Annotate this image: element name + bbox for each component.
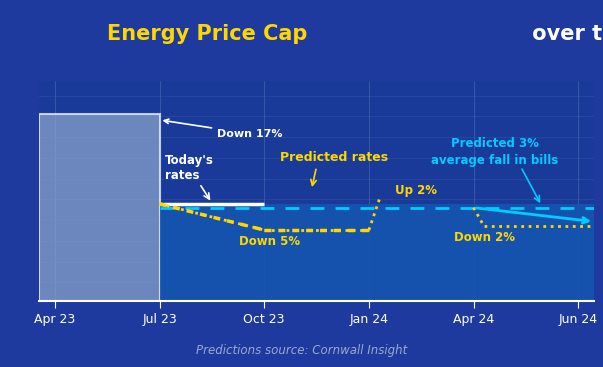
Bar: [39, 115, 160, 301]
Text: Predicted 3%
average fall in bills: Predicted 3% average fall in bills: [431, 137, 558, 167]
Text: Energy Price Cap: Energy Price Cap: [107, 24, 308, 44]
Text: Down 2%: Down 2%: [453, 231, 514, 244]
Text: Today's
rates: Today's rates: [165, 153, 213, 182]
Text: Up 2%: Up 2%: [395, 184, 437, 197]
Text: Predictions source: Cornwall Insight: Predictions source: Cornwall Insight: [196, 344, 407, 357]
Text: Predicted rates: Predicted rates: [280, 151, 388, 164]
Text: Down 17%: Down 17%: [164, 119, 283, 139]
Text: Down 5%: Down 5%: [239, 235, 300, 248]
Text: over the next 12mths: over the next 12mths: [525, 24, 603, 44]
Bar: [160, 204, 594, 301]
